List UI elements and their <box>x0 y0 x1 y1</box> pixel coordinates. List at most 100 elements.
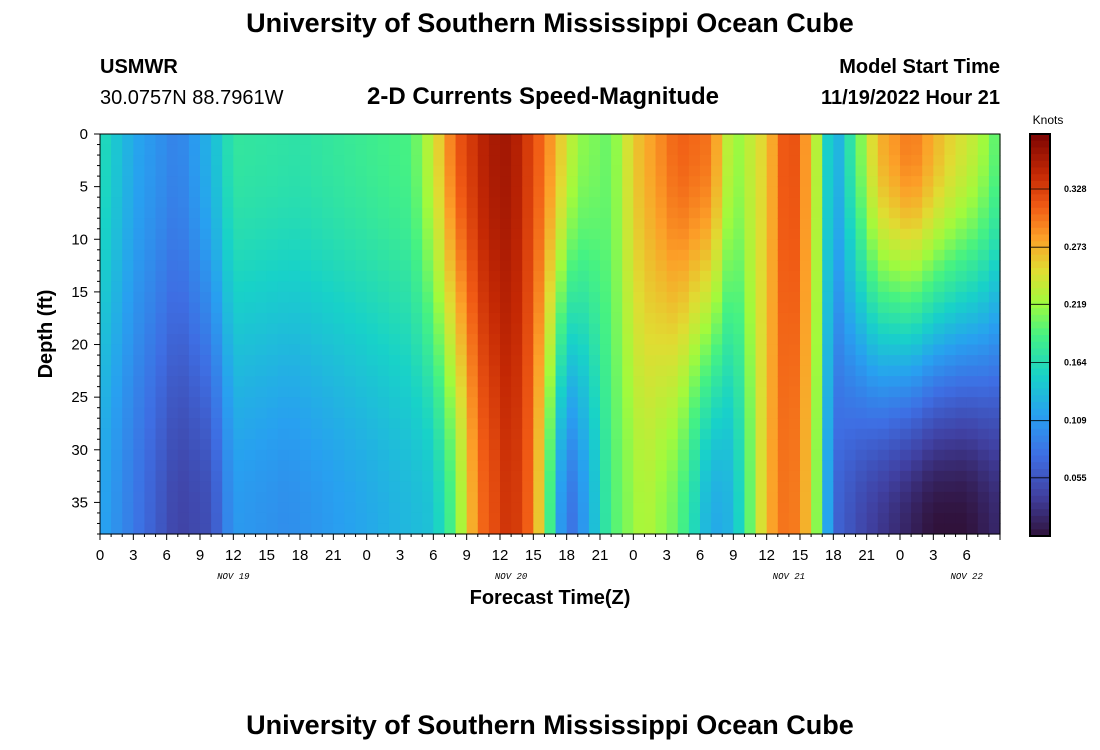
heatmap-cell <box>944 176 957 188</box>
heatmap-cell <box>200 302 212 314</box>
heatmap-cell <box>288 355 301 367</box>
heatmap-cell <box>144 334 157 346</box>
heatmap-cell <box>422 481 434 493</box>
heatmap-cell <box>155 302 168 314</box>
heatmap-cell <box>611 218 623 230</box>
heatmap-cell <box>133 186 146 198</box>
heatmap-cell <box>444 323 457 335</box>
heatmap-cell <box>677 260 690 272</box>
heatmap-cell <box>444 312 457 325</box>
heatmap-cell <box>777 239 790 251</box>
heatmap-cell <box>355 502 368 514</box>
heatmap-cell <box>800 323 812 335</box>
heatmap-cell <box>844 355 857 367</box>
heatmap-cell <box>733 397 746 409</box>
heatmap-cell <box>300 207 312 219</box>
heatmap-cell <box>666 407 679 419</box>
heatmap-cell <box>122 344 134 356</box>
heatmap-cell <box>711 491 723 504</box>
heatmap-cell <box>566 523 579 535</box>
heatmap-cell <box>988 239 1001 251</box>
heatmap-cell <box>466 197 479 209</box>
heatmap-cell <box>566 439 579 451</box>
heatmap-cell <box>955 291 968 304</box>
heatmap-cell <box>588 449 601 461</box>
heatmap-cell <box>844 302 857 314</box>
heatmap-cell <box>455 312 468 325</box>
heatmap-cell <box>988 376 1001 388</box>
heatmap-cell <box>577 491 590 504</box>
heatmap-cell <box>122 239 134 251</box>
heatmap-cell <box>533 397 546 409</box>
heatmap-cell <box>444 386 457 398</box>
heatmap-cell <box>977 270 990 282</box>
heatmap-cell <box>477 397 490 409</box>
x-tick-label: 3 <box>662 547 670 564</box>
heatmap-cell <box>888 334 901 346</box>
heatmap-cell <box>566 134 579 146</box>
heatmap-cell <box>344 502 357 514</box>
heatmap-cell <box>677 207 690 219</box>
heatmap-cell <box>877 365 890 377</box>
heatmap-cell <box>700 439 712 451</box>
heatmap-cell <box>777 207 790 219</box>
heatmap-cell <box>211 249 223 261</box>
heatmap-cell <box>422 449 434 461</box>
heatmap-cell <box>533 228 546 240</box>
heatmap-cell <box>177 397 190 409</box>
heatmap-cell <box>100 523 112 535</box>
heatmap-cell <box>266 291 279 304</box>
heatmap-cell <box>744 176 757 188</box>
heatmap-cell <box>477 512 490 525</box>
heatmap-cell <box>388 249 401 261</box>
heatmap-cell <box>611 239 623 251</box>
heatmap-cell <box>400 291 412 304</box>
colorbar-segment <box>1030 194 1050 202</box>
heatmap-cell <box>577 239 590 251</box>
heatmap-cell <box>233 249 246 261</box>
heatmap-cell <box>733 165 746 177</box>
heatmap-cell <box>833 260 846 272</box>
heatmap-cell <box>411 155 423 167</box>
heatmap-cell <box>488 323 501 335</box>
heatmap-cell <box>877 460 890 472</box>
heatmap-cell <box>700 134 712 146</box>
heatmap-cell <box>600 302 612 314</box>
x-tick-label: 0 <box>629 547 637 564</box>
heatmap-cell <box>288 197 301 209</box>
heatmap-cell <box>788 228 801 240</box>
colorbar-tick-label: 0.328 <box>1064 184 1087 194</box>
heatmap-cell <box>133 239 146 251</box>
heatmap-cell <box>744 428 757 440</box>
heatmap-cell <box>533 197 546 209</box>
heatmap-cell <box>666 323 679 335</box>
heatmap-cell <box>277 155 290 167</box>
heatmap-cell <box>977 407 990 419</box>
heatmap-cell <box>822 134 834 146</box>
heatmap-cell <box>166 155 179 167</box>
heatmap-cell <box>633 418 646 430</box>
heatmap-cell <box>777 407 790 419</box>
heatmap-cell <box>266 155 279 167</box>
heatmap-cell <box>600 365 612 377</box>
heatmap-cell <box>144 376 157 388</box>
heatmap-cell <box>366 428 379 440</box>
heatmap-cell <box>411 186 423 198</box>
heatmap-cell <box>377 176 390 188</box>
heatmap-cell <box>511 312 523 325</box>
heatmap-cell <box>222 270 234 282</box>
heatmap-cell <box>611 365 623 377</box>
heatmap-cell <box>466 470 479 482</box>
heatmap-cell <box>966 155 979 167</box>
colorbar-segment <box>1030 375 1050 383</box>
heatmap-cell <box>788 491 801 504</box>
heatmap-cell <box>600 228 612 240</box>
heatmap-cell <box>577 407 590 419</box>
heatmap-cell <box>633 134 646 146</box>
heatmap-cell <box>833 376 846 388</box>
heatmap-cell <box>433 249 446 261</box>
heatmap-cell <box>411 249 423 261</box>
heatmap-cell <box>788 134 801 146</box>
heatmap-cell <box>255 334 268 346</box>
heatmap-cell <box>177 365 190 377</box>
